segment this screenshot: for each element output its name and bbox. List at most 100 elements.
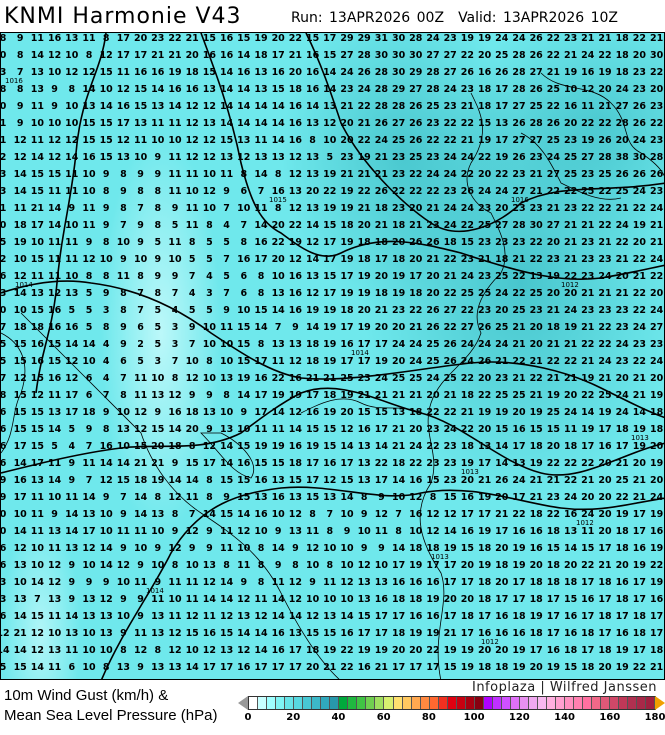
gust-value: 17 [391, 560, 406, 571]
gust-value: 9 [137, 169, 144, 180]
gust-value: 8 [292, 560, 299, 571]
gust-value: 12 [116, 560, 131, 571]
gust-value: 21 [632, 492, 647, 503]
gust-value: 23 [649, 339, 664, 350]
gust-value: 27 [443, 305, 457, 316]
gust-value: 7 [102, 390, 110, 401]
gust-value: 14 [305, 322, 320, 333]
gust-value: 2 [137, 339, 144, 350]
gust-value: 12 [288, 152, 303, 163]
gust-value: 15 [202, 33, 217, 44]
gust-value: 21 [409, 390, 423, 401]
gust-value: 10 [30, 543, 45, 554]
gust-value: 19 [512, 645, 526, 656]
gust-value: 24 [443, 220, 457, 231]
gust-value: 12 [288, 254, 303, 265]
gust-value: 9 [120, 186, 127, 197]
gust-value: 18 [529, 577, 543, 588]
gust-value: 15 [305, 33, 320, 44]
gust-value: 14 [563, 543, 578, 554]
gust-value: 19 [598, 407, 612, 418]
gust-value: 10 [202, 169, 217, 180]
gust-value: 10 [323, 135, 337, 146]
gust-value: 15 [13, 339, 27, 350]
gust-value: 10 [185, 186, 199, 197]
gust-value: 18 [374, 203, 389, 214]
gust-value: 11 [168, 577, 182, 588]
gust-value: 11 [116, 67, 131, 78]
gust-value: 21 [632, 475, 647, 486]
gust-value: 18 [529, 594, 543, 605]
gust-value: 23 [426, 424, 440, 435]
gust-value: 25 [477, 288, 492, 299]
gust-value: 10 [340, 543, 354, 554]
gust-value: 16 [99, 441, 113, 452]
colorbar-swatch [420, 697, 430, 709]
gust-value: 13 [30, 67, 45, 78]
gust-value: 12 [323, 475, 337, 486]
gust-value: 21 [357, 169, 371, 180]
gust-value: 22 [581, 560, 595, 571]
gust-value: 11 [47, 271, 62, 282]
gust-value: 13 [512, 458, 526, 469]
colorbar-swatch [574, 697, 584, 709]
gust-value: 8 [154, 492, 162, 503]
gust-value: 23 [632, 339, 647, 350]
gust-value: 22 [581, 390, 595, 401]
gust-value: 14 [47, 220, 62, 231]
gust-value: 8 [206, 220, 213, 231]
gust-value: 8 [206, 492, 213, 503]
coastline [520, 132, 622, 200]
gust-value: 8 [102, 662, 110, 673]
gust-value: 10 [271, 271, 285, 282]
gust-value: 19 [546, 390, 561, 401]
gust-value: 13 [288, 186, 303, 197]
gust-value: 3 [0, 169, 7, 180]
gust-value: 13 [168, 662, 182, 673]
gust-value: 16 [47, 33, 62, 44]
gust-value: 18 [340, 305, 354, 316]
gust-value: 21 [443, 271, 457, 282]
gust-value: 16 [581, 594, 595, 605]
run-info: Run: 13APR2026 00Z Valid: 13APR2026 10Z [291, 10, 632, 26]
gust-value: 22 [426, 407, 440, 418]
gust-value: 22 [598, 203, 612, 214]
gust-value: 18 [495, 560, 509, 571]
gust-value: 16 [13, 475, 27, 486]
gust-value: 16 [185, 84, 199, 95]
gust-value: 16 [288, 101, 303, 112]
gust-value: 17 [426, 560, 440, 571]
gust-value: 14 [271, 101, 285, 112]
gust-value: 16 [391, 577, 406, 588]
gust-value: 11 [168, 169, 182, 180]
gust-value: 19 [477, 33, 492, 44]
gust-value: 8 [206, 356, 213, 367]
gust-value: 14 [65, 611, 79, 622]
colorbar-swatch [483, 697, 493, 709]
model-title: KNMI Harmonie V43 [4, 4, 242, 29]
gust-value: 12 [185, 526, 199, 537]
gust-value: 12 [99, 594, 113, 605]
gust-value: 20 [185, 424, 199, 435]
gust-value: 19 [254, 441, 268, 452]
gust-value: 15 [581, 543, 595, 554]
gust-value: 18 [340, 220, 354, 231]
gust-value: 18 [288, 84, 303, 95]
gust-value: 11 [82, 220, 96, 231]
gust-value: 9 [16, 118, 24, 129]
gust-value: 26 [426, 237, 440, 248]
gust-value: 18 [529, 628, 543, 639]
gust-value: 8 [360, 492, 368, 503]
gust-value: 20 [598, 662, 612, 673]
gust-value: 12 [254, 611, 268, 622]
gust-value: 0 [0, 220, 7, 231]
gust-value: 17 [495, 135, 509, 146]
gust-value: 17 [374, 254, 389, 265]
gust-value: 11 [185, 169, 199, 180]
colorbar-swatch [547, 697, 557, 709]
gust-value: 19 [460, 33, 475, 44]
gust-value: 16 [426, 611, 440, 622]
gust-value: 11 [168, 186, 182, 197]
gust-value: 22 [409, 186, 423, 197]
gust-value: 22 [288, 33, 303, 44]
